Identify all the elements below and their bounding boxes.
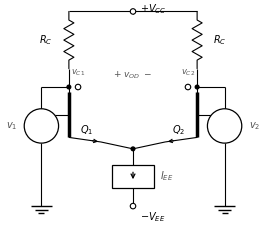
Circle shape bbox=[207, 109, 242, 143]
Text: $+$: $+$ bbox=[37, 116, 46, 126]
Circle shape bbox=[24, 109, 59, 143]
Circle shape bbox=[131, 10, 135, 13]
Text: $Q_2$: $Q_2$ bbox=[172, 124, 186, 137]
Text: $v_{C2}$: $v_{C2}$ bbox=[181, 67, 195, 78]
Text: $Q_1$: $Q_1$ bbox=[80, 124, 94, 137]
Text: $+$: $+$ bbox=[220, 116, 229, 126]
Text: $R_C$: $R_C$ bbox=[213, 33, 227, 47]
Circle shape bbox=[130, 9, 136, 14]
Text: $v_{C1}$: $v_{C1}$ bbox=[71, 67, 85, 78]
Text: $I_{EE}$: $I_{EE}$ bbox=[160, 169, 174, 183]
Circle shape bbox=[75, 84, 81, 90]
Text: $-$: $-$ bbox=[220, 127, 229, 137]
Text: $v_1$: $v_1$ bbox=[6, 120, 17, 132]
Bar bbox=[113, 165, 153, 188]
Text: $R_C$: $R_C$ bbox=[39, 33, 53, 47]
Circle shape bbox=[67, 85, 71, 89]
Text: $-$: $-$ bbox=[37, 127, 46, 137]
Circle shape bbox=[131, 147, 135, 151]
Text: $-V_{EE}$: $-V_{EE}$ bbox=[140, 211, 165, 224]
Circle shape bbox=[185, 84, 191, 90]
Text: $+V_{CC}$: $+V_{CC}$ bbox=[140, 2, 166, 16]
Text: $v_2$: $v_2$ bbox=[249, 120, 260, 132]
Circle shape bbox=[130, 203, 136, 209]
Text: $+ \ v_{OD} \ -$: $+ \ v_{OD} \ -$ bbox=[113, 70, 153, 81]
Circle shape bbox=[195, 85, 199, 89]
